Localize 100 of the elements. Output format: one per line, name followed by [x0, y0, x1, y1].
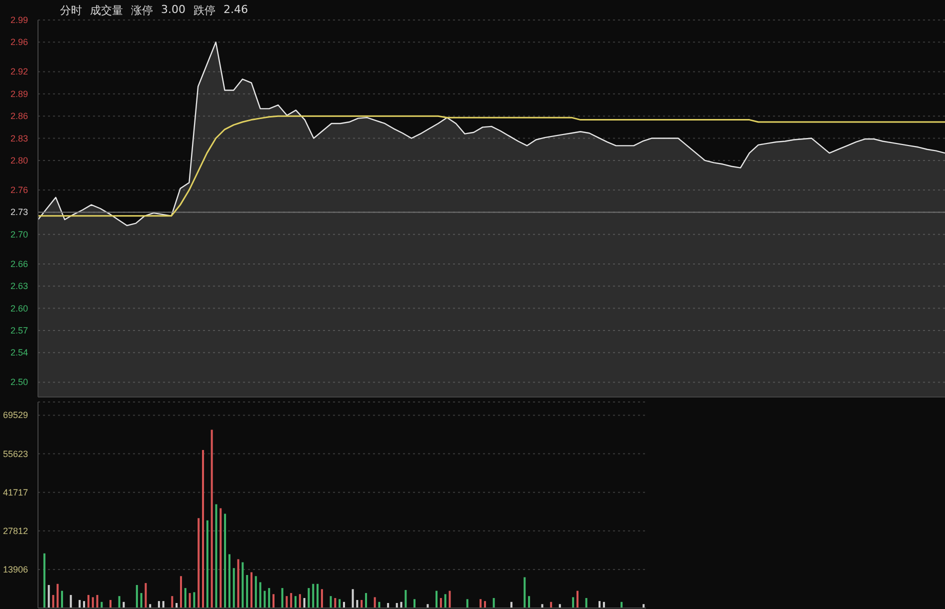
bar — [598, 601, 601, 608]
bar — [224, 514, 226, 608]
bar — [528, 596, 530, 608]
bar — [96, 594, 98, 608]
text: 涨停 — [131, 3, 153, 17]
bar — [149, 604, 152, 608]
bar — [356, 600, 358, 608]
bar — [198, 518, 200, 608]
bar — [602, 602, 605, 608]
bar — [78, 600, 81, 608]
bar — [440, 598, 442, 608]
bar — [176, 603, 178, 608]
bar — [413, 599, 416, 608]
bar — [480, 599, 482, 608]
bar — [524, 577, 526, 608]
bar — [232, 568, 235, 608]
bar — [286, 596, 288, 608]
bar — [242, 562, 244, 608]
bar — [70, 594, 72, 608]
y-tick-label: 2.63 — [10, 281, 28, 292]
bar — [92, 597, 94, 608]
y-tick-label: 2.92 — [10, 66, 28, 77]
y-tick-label: 27812 — [2, 526, 28, 536]
bar — [343, 602, 345, 608]
y-tick-label: 69529 — [2, 410, 28, 420]
text: 分时 — [60, 3, 82, 17]
bar — [210, 430, 213, 608]
bar — [466, 599, 468, 608]
bar — [448, 590, 451, 608]
bar — [144, 583, 147, 608]
bar — [338, 599, 341, 608]
bar — [378, 602, 380, 608]
bar — [237, 559, 240, 608]
bar — [268, 588, 270, 608]
bar — [294, 596, 297, 608]
bar — [400, 602, 402, 608]
bar — [264, 590, 266, 608]
y-tick-label: 2.66 — [10, 258, 28, 269]
bar — [374, 597, 376, 608]
bar — [43, 553, 46, 608]
bar — [444, 594, 446, 608]
y-tick-label: 41717 — [2, 487, 28, 498]
y-tick-label: 2.70 — [10, 229, 28, 240]
bar — [320, 589, 323, 608]
bar — [184, 588, 186, 608]
bar — [298, 594, 301, 608]
bar — [180, 576, 182, 608]
y-tick-label: 2.99 — [10, 15, 28, 25]
y-tick-label: 55623 — [2, 448, 28, 459]
bar — [426, 604, 429, 608]
bar — [228, 554, 230, 608]
bar — [48, 584, 50, 608]
bar — [162, 601, 164, 608]
bar — [396, 603, 398, 608]
y-tick-label: 2.50 — [10, 377, 28, 388]
bar — [404, 590, 407, 608]
bar — [202, 450, 204, 608]
line-series — [37, 115, 945, 217]
bar — [436, 590, 438, 608]
y-tick-label: 2.96 — [10, 37, 28, 48]
y-tick-label: 2.86 — [10, 111, 28, 122]
bar — [250, 572, 252, 608]
bar — [642, 604, 645, 608]
bar — [171, 596, 174, 608]
text: 3.00 — [161, 3, 186, 17]
bar — [83, 601, 86, 608]
bar — [206, 520, 208, 608]
bar — [281, 588, 284, 608]
bar — [352, 589, 354, 608]
bar — [87, 594, 90, 608]
bar — [576, 590, 579, 608]
bar — [259, 582, 262, 608]
bar — [254, 576, 257, 608]
bar — [541, 604, 544, 608]
bar — [215, 504, 218, 608]
bar — [365, 593, 368, 608]
y-tick-label: 2.54 — [10, 348, 28, 358]
bar — [56, 584, 59, 608]
bar — [312, 584, 314, 608]
y-tick-label: 2.57 — [10, 325, 28, 336]
bar — [290, 593, 292, 608]
bar — [272, 594, 275, 608]
bar — [334, 598, 336, 608]
bar — [52, 594, 54, 608]
text: 2.46 — [224, 3, 248, 17]
y-tick-label: 2.73 — [10, 207, 28, 218]
bar — [140, 593, 142, 608]
bar — [492, 598, 495, 608]
bar — [308, 588, 310, 608]
bar — [158, 601, 160, 608]
bar — [246, 575, 248, 608]
bar — [550, 602, 552, 608]
bar — [330, 596, 332, 608]
bar — [572, 597, 574, 608]
bar — [220, 508, 222, 608]
bar — [118, 596, 120, 608]
bar — [558, 604, 561, 608]
bar — [585, 598, 588, 608]
text: 跌停 — [194, 3, 216, 17]
y-tick-label: 2.80 — [10, 155, 28, 166]
